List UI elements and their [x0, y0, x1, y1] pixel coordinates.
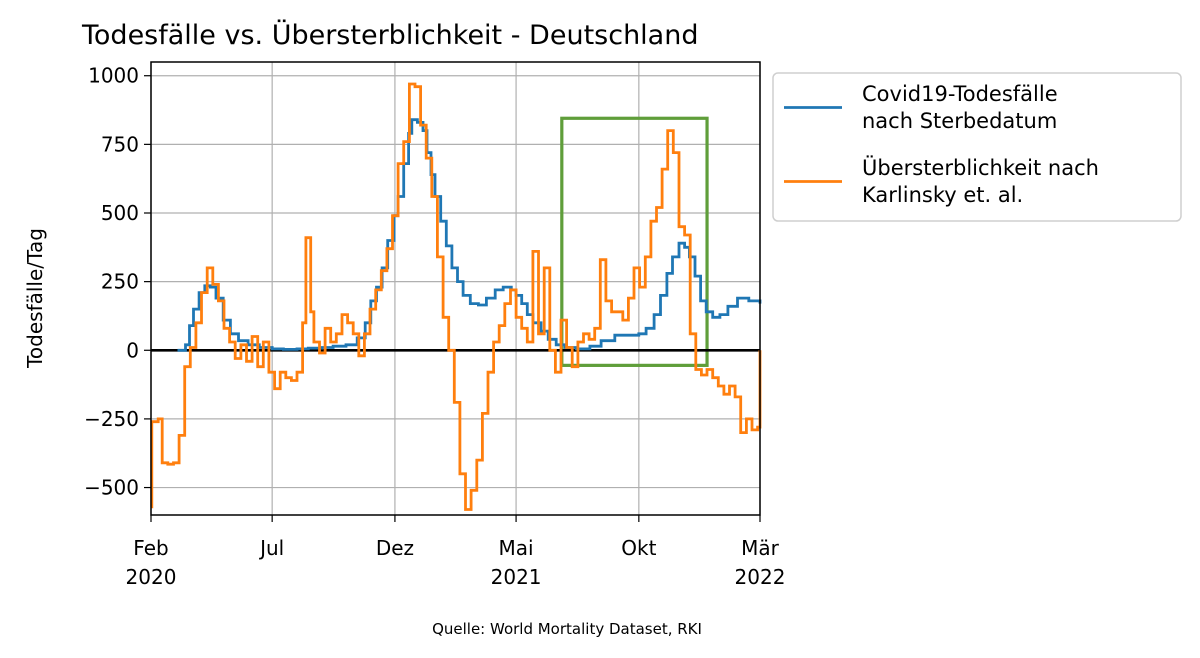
source-note: Quelle: World Mortality Dataset, RKI: [432, 620, 702, 638]
highlight-box-layer: [560, 116, 709, 367]
y-axis-label: Todesfälle/Tag: [23, 228, 47, 369]
x-tick-label: Feb: [133, 536, 168, 560]
x-tick-label: Okt: [621, 536, 656, 560]
x-tick-year-label: 2020: [126, 565, 177, 589]
legend-frame: [772, 72, 1182, 222]
excess-mortality-line: [150, 82, 762, 511]
legend: Covid19-Todesfälle nach Sterbedatum Überst…: [772, 72, 1182, 222]
y-tick-label: 0: [126, 338, 139, 362]
x-tick-label: Jul: [258, 536, 284, 560]
legend-label: Covid19-Todesfälle nach Sterbedatum: [862, 82, 1058, 133]
highlight-box: [560, 116, 709, 367]
chart-title: Todesfälle vs. Übersterblichkeit - Deuts…: [81, 19, 698, 51]
y-tick-label: −500: [84, 476, 139, 500]
y-tick-label: 750: [101, 132, 139, 156]
plot-frame: [150, 61, 761, 516]
tick-labels: 1000 750 500 250 0 −250 −500 Feb 2020 Jul Dez Mai 20…: [84, 64, 785, 589]
y-tick-label: 500: [101, 201, 139, 225]
legend-label: Übersterblichkeit nach Karlinsky et. al.: [862, 155, 1099, 207]
x-tick-label: Mai: [499, 536, 534, 560]
x-tick-label: Mär: [741, 536, 780, 560]
y-tick-label: −250: [84, 407, 139, 431]
axes: [144, 61, 761, 522]
x-tick-label: Dez: [376, 536, 414, 560]
series-layer: [150, 82, 762, 511]
x-tick-year-label: 2021: [491, 565, 542, 589]
x-tick-year-label: 2022: [735, 565, 786, 589]
y-tick-label: 1000: [88, 64, 139, 88]
covid-deaths-line: [177, 118, 762, 352]
y-tick-label: 250: [101, 270, 139, 294]
